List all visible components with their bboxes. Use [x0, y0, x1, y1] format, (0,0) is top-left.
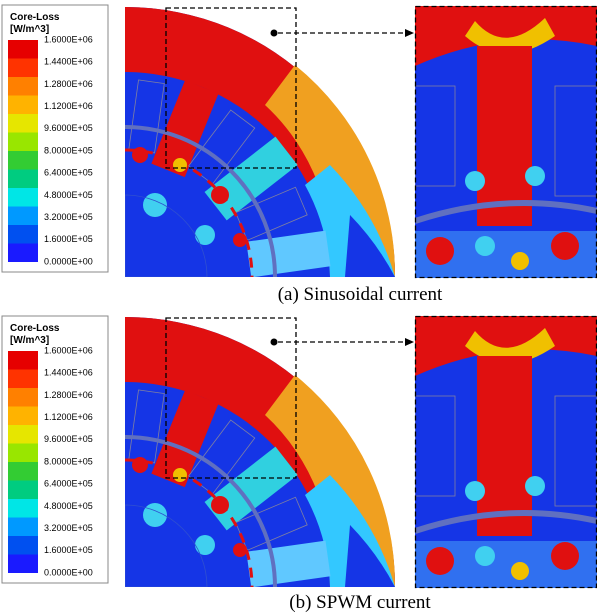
- caption: (a) Sinusoidal current: [278, 284, 443, 305]
- legend-label: 1.1200E+06: [44, 101, 93, 111]
- color-bar: [8, 40, 38, 262]
- legend-label: 1.6000E+06: [44, 34, 93, 44]
- legend-label: 4.8000E+05: [44, 501, 93, 511]
- legend-label: 1.6000E+05: [44, 545, 93, 555]
- figure: Core-Loss [W/m^3] 1.6000E+06 1.4400E+06 1.…: [0, 0, 597, 616]
- zoom-map: [415, 6, 597, 278]
- legend-label: 9.6000E+05: [44, 434, 93, 444]
- legend-unit: [W/m^3]: [10, 24, 49, 35]
- legend-label: 3.2000E+05: [44, 523, 93, 533]
- arrow-head: [405, 338, 414, 346]
- legend-label: 6.4000E+05: [44, 168, 93, 178]
- legend-label: 1.2800E+06: [44, 79, 93, 89]
- caption: (b) SPWM current: [289, 592, 431, 613]
- legend-label: 6.4000E+05: [44, 479, 93, 489]
- legend-label: 0.0000E+00: [44, 256, 93, 266]
- arrow-dot: [271, 339, 278, 346]
- legend-label: 4.8000E+05: [44, 190, 93, 200]
- legend-label: 0.0000E+00: [44, 567, 93, 577]
- panel-a: Core-Loss [W/m^3] 1.6000E+06 1.4400E+06 1.…: [2, 5, 597, 305]
- panel-b: Core-Loss [W/m^3] 1.6000E+06 1.4400E+06 1.…: [2, 316, 597, 613]
- arrow-dot: [271, 30, 278, 37]
- legend-label: 1.1200E+06: [44, 412, 93, 422]
- legend-label: 1.6000E+05: [44, 234, 93, 244]
- legend-label: 1.2800E+06: [44, 390, 93, 400]
- legend-label: 1.4400E+06: [44, 368, 93, 378]
- zoom-map: [415, 316, 597, 588]
- arrow-head: [405, 29, 414, 37]
- legend-unit: [W/m^3]: [10, 335, 49, 346]
- legend-title: Core-Loss: [10, 12, 60, 23]
- legend-label: 8.0000E+05: [44, 145, 93, 155]
- legend-label: 1.4400E+06: [44, 57, 93, 67]
- legend-label: 1.6000E+06: [44, 345, 93, 355]
- legend-label: 8.0000E+05: [44, 456, 93, 466]
- legend-title: Core-Loss: [10, 323, 60, 334]
- color-bar: [8, 351, 38, 573]
- legend-label: 9.6000E+05: [44, 123, 93, 133]
- legend-label: 3.2000E+05: [44, 212, 93, 222]
